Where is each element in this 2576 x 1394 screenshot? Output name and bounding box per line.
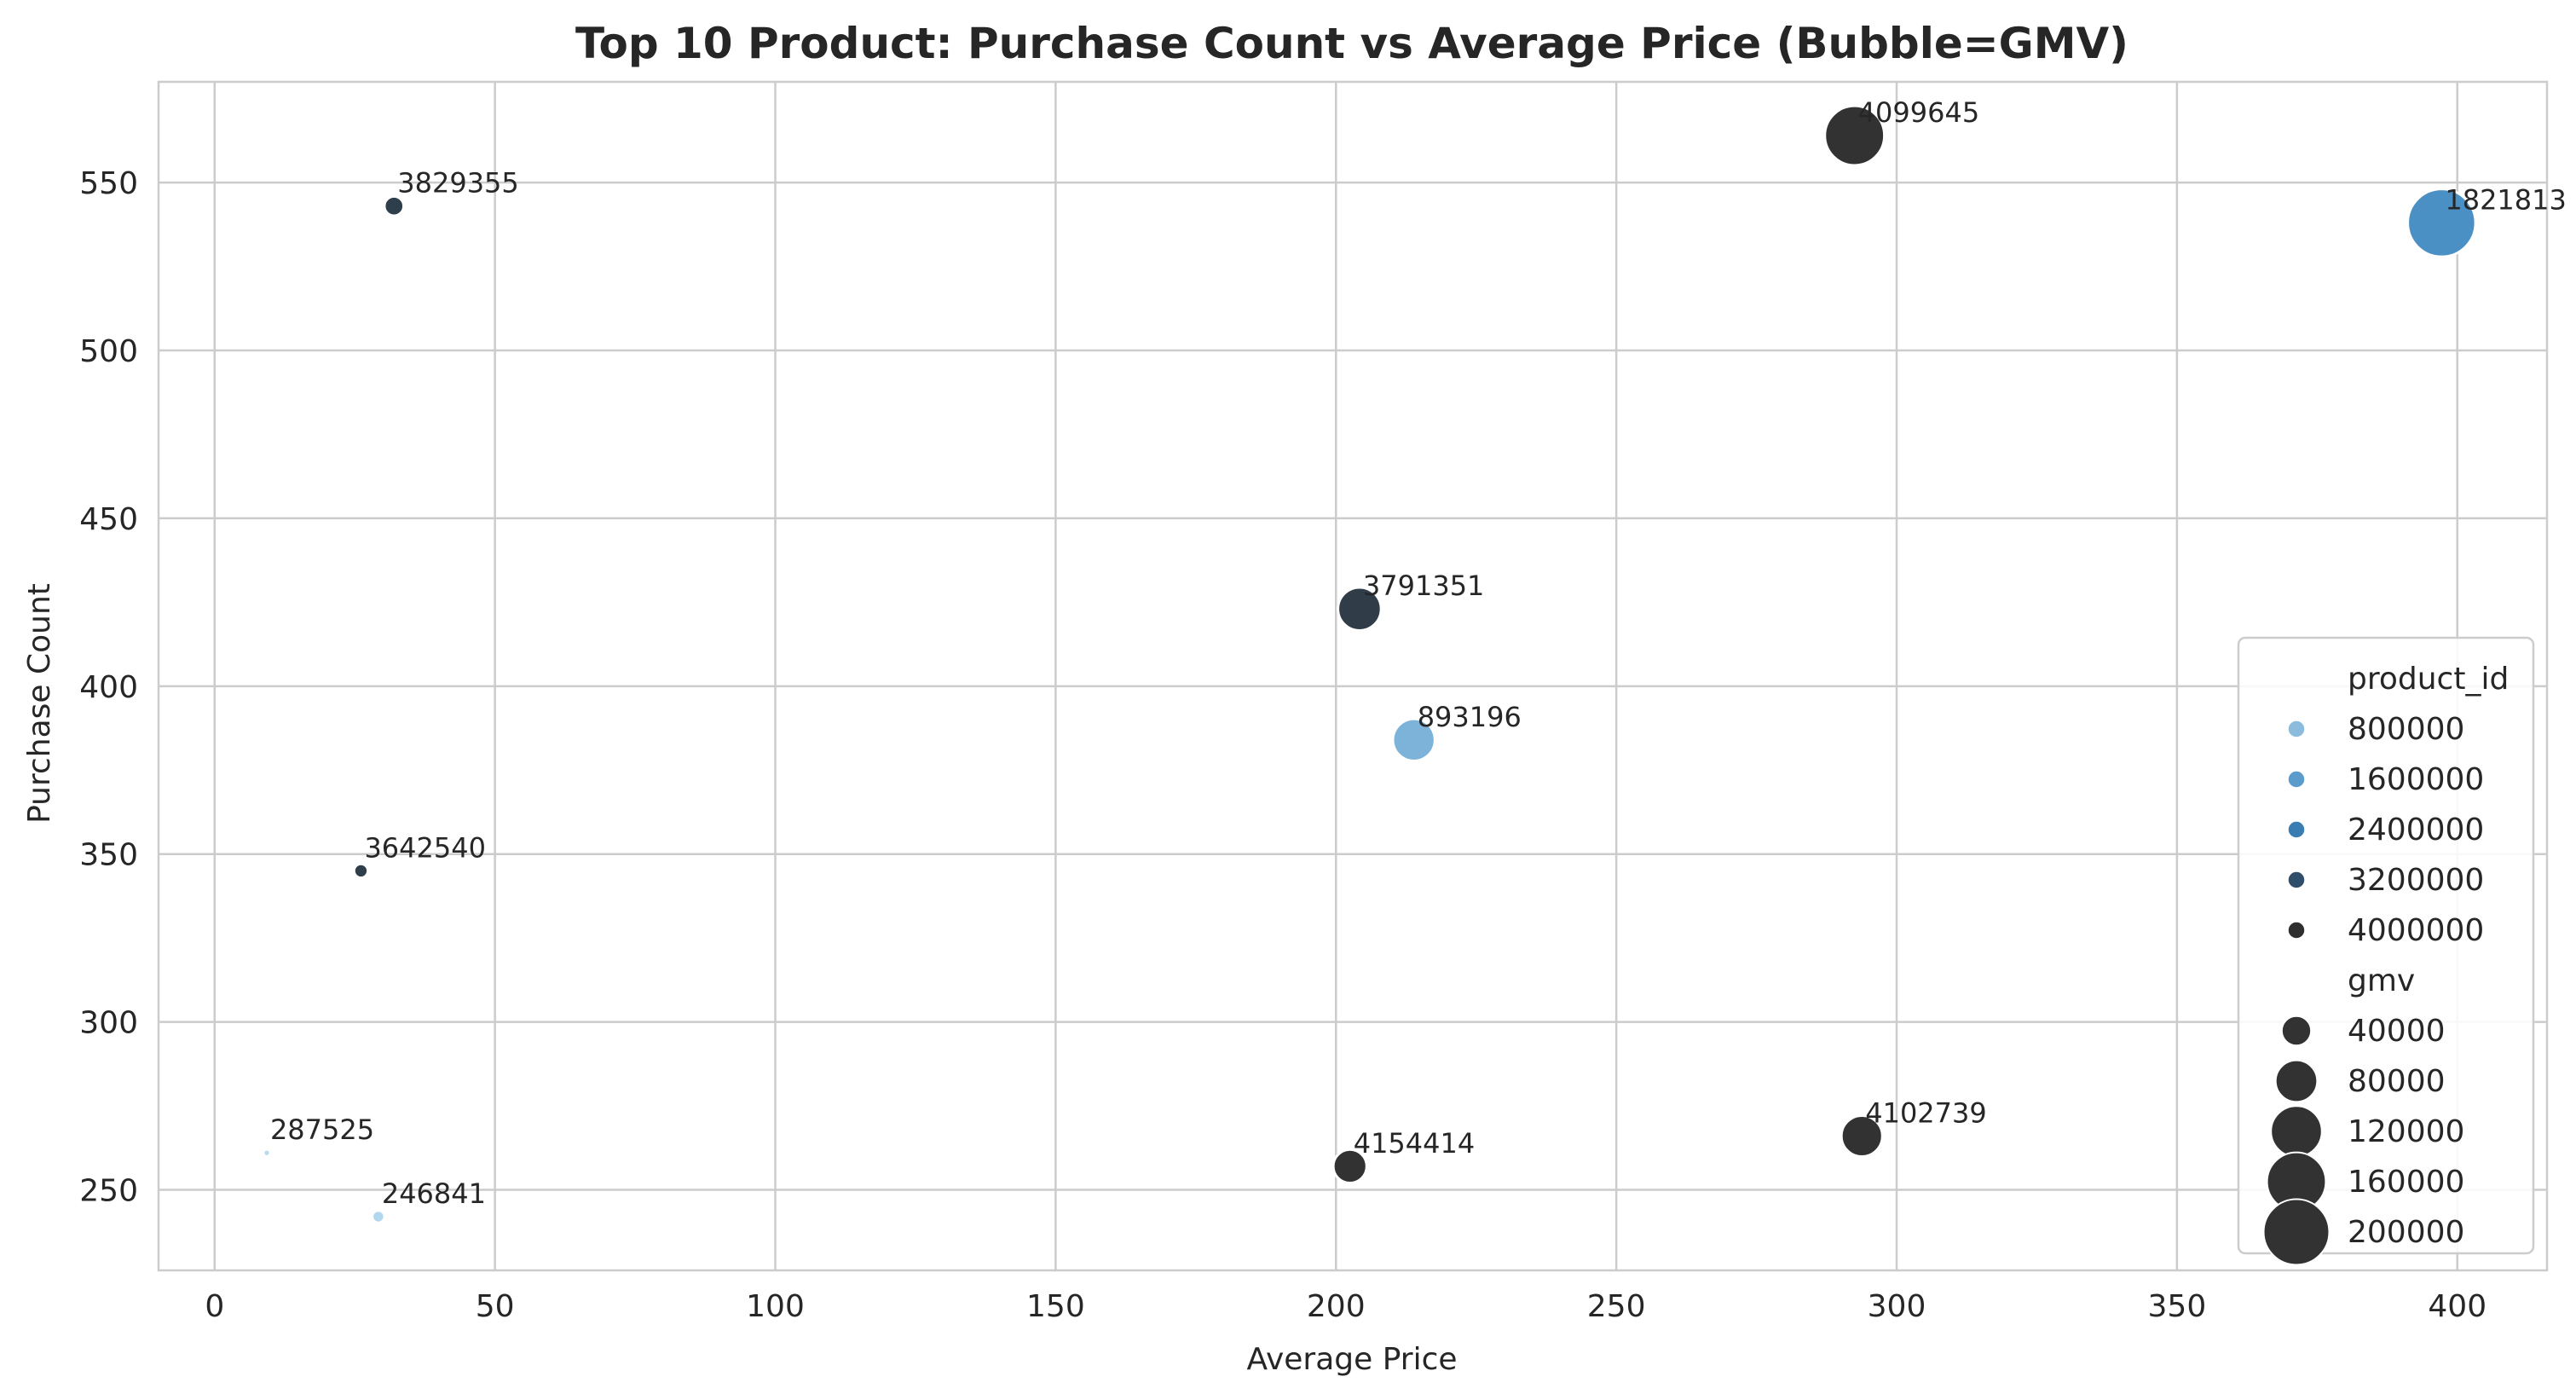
plot-frame [157,80,2549,1272]
legend-size-title: gmv [2348,963,2415,998]
legend-size-marker [2262,1198,2331,1266]
legend-size-label: 120000 [2348,1114,2464,1149]
legend-hue-marker [2287,871,2306,889]
point-label-1821813: 1821813 [2445,183,2567,216]
legend-size-label: 80000 [2348,1064,2446,1099]
x-axis-label: Average Price [1246,1342,1457,1377]
point-label-246841: 246841 [382,1177,486,1210]
bubbles [262,104,2477,1224]
legend: product_id 800000 1600000 2400000 3200000 400… [2237,636,2535,1266]
legend-hue-title: product_id [2348,662,2509,697]
point-label-3642540: 3642540 [364,831,486,864]
legend-hue-label: 3200000 [2348,863,2484,898]
x-tick-label: 350 [2148,1289,2207,1324]
x-tick-label: 100 [746,1289,805,1324]
y-axis-label: Purchase Count [22,583,57,824]
x-tick-label: 250 [1587,1289,1646,1324]
point-label-287525: 287525 [270,1113,374,1146]
chart-title: Top 10 Product: Purchase Count vs Averag… [575,19,2128,68]
legend-size-label: 200000 [2348,1215,2464,1250]
legend-hue-label: 1600000 [2348,762,2484,797]
legend-hue-marker [2287,720,2306,738]
y-tick-label: 450 [79,502,138,537]
y-tick-label: 400 [79,670,138,705]
x-tick-label: 300 [1868,1289,1926,1324]
legend-hue-label: 4000000 [2348,913,2484,948]
legend-hue-marker [2287,921,2306,940]
bubble-4099645 [1823,104,1886,167]
point-label-893196: 893196 [1418,701,1522,733]
point-label-3829355: 3829355 [397,167,519,200]
legend-size-marker [2280,1015,2313,1047]
legend-size-marker [2274,1059,2319,1103]
bubble-4102739 [1840,1113,1884,1159]
bubble-893196 [1391,717,1436,762]
grid [159,82,2547,1270]
y-tick-label: 500 [79,334,138,369]
legend-hue-marker [2287,820,2306,839]
bubble-246841 [371,1209,386,1224]
legend-size-marker [2270,1105,2323,1158]
y-tick-label: 350 [79,838,138,873]
x-tick-label: 400 [2428,1289,2486,1324]
bubble-3829355 [383,194,406,217]
bubble-1821813 [2406,188,2477,258]
bubble-287525 [262,1148,272,1158]
x-tick-label: 200 [1307,1289,1366,1324]
legend-size-label: 160000 [2348,1165,2464,1200]
legend-box [2237,636,2535,1255]
legend-hue-label: 2400000 [2348,813,2484,847]
y-tick-label: 300 [79,1006,138,1041]
point-labels: 4099645 1821813 3829355 3791351 893196 364254… [270,96,2567,1210]
bubble-3642540 [352,862,370,880]
x-tick-label: 50 [476,1289,515,1324]
bubble-4154414 [1331,1148,1368,1185]
legend-hue-label: 800000 [2348,712,2464,747]
x-tick-label: 150 [1026,1289,1085,1324]
bubble-3791351 [1337,586,1383,633]
legend-hue-marker [2287,770,2306,789]
point-label-4102739: 4102739 [1865,1096,1987,1129]
y-tick-label: 550 [79,166,138,201]
point-label-3791351: 3791351 [1363,570,1485,602]
y-tick-label: 250 [79,1173,138,1208]
legend-size-label: 40000 [2348,1014,2446,1049]
axis-ticks: 0 50 100 150 200 250 300 350 400 250 300 350 400 450 5… [79,166,2486,1324]
x-tick-label: 0 [205,1289,224,1324]
point-label-4099645: 4099645 [1858,96,1980,129]
point-label-4154414: 4154414 [1354,1127,1476,1160]
